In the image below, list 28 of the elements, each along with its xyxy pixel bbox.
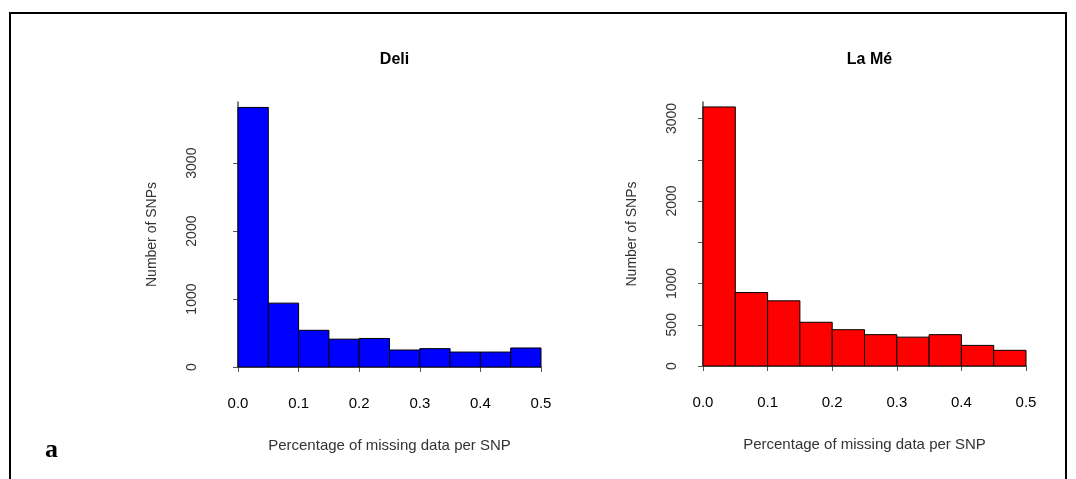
x-tick-label: 0.5 bbox=[530, 394, 552, 411]
y-tick-label: 2000 bbox=[183, 215, 199, 247]
x-tick-label: 0.0 bbox=[692, 393, 714, 410]
y-tick-label: 500 bbox=[663, 312, 679, 337]
x-tick-label: 0.4 bbox=[469, 394, 491, 411]
x-axis-title: Percentage of missing data per SNP bbox=[268, 436, 511, 453]
x-tick-label: 0.0 bbox=[227, 394, 249, 411]
y-axis-title: Number of SNPs bbox=[143, 181, 159, 288]
x-tick-label: 0.5 bbox=[1015, 393, 1037, 410]
chart-title: La Mé bbox=[846, 49, 893, 67]
x-tick-label: 0.1 bbox=[288, 394, 310, 411]
x-axis-title: Percentage of missing data per SNP bbox=[743, 435, 986, 452]
x-tick-label: 0.3 bbox=[886, 393, 908, 410]
text: a bbox=[45, 433, 58, 463]
y-axis-title: Number of SNPs bbox=[623, 181, 639, 287]
y-tick-label: 2000 bbox=[663, 185, 679, 217]
x-tick-label: 0.2 bbox=[348, 394, 370, 411]
y-tick-label: 3000 bbox=[183, 147, 199, 179]
x-tick-label: 0.1 bbox=[757, 393, 779, 410]
y-tick-label: 1000 bbox=[663, 267, 679, 300]
x-tick-label: 0.3 bbox=[409, 394, 431, 411]
y-tick-label: 0 bbox=[183, 362, 199, 371]
y-tick-label: 3000 bbox=[663, 102, 679, 135]
y-tick-label: 0 bbox=[663, 361, 679, 370]
y-tick-label: 1000 bbox=[183, 283, 199, 315]
x-tick-label: 0.4 bbox=[950, 393, 972, 410]
chart-title: Deli bbox=[379, 49, 410, 67]
x-tick-label: 0.2 bbox=[821, 393, 843, 410]
